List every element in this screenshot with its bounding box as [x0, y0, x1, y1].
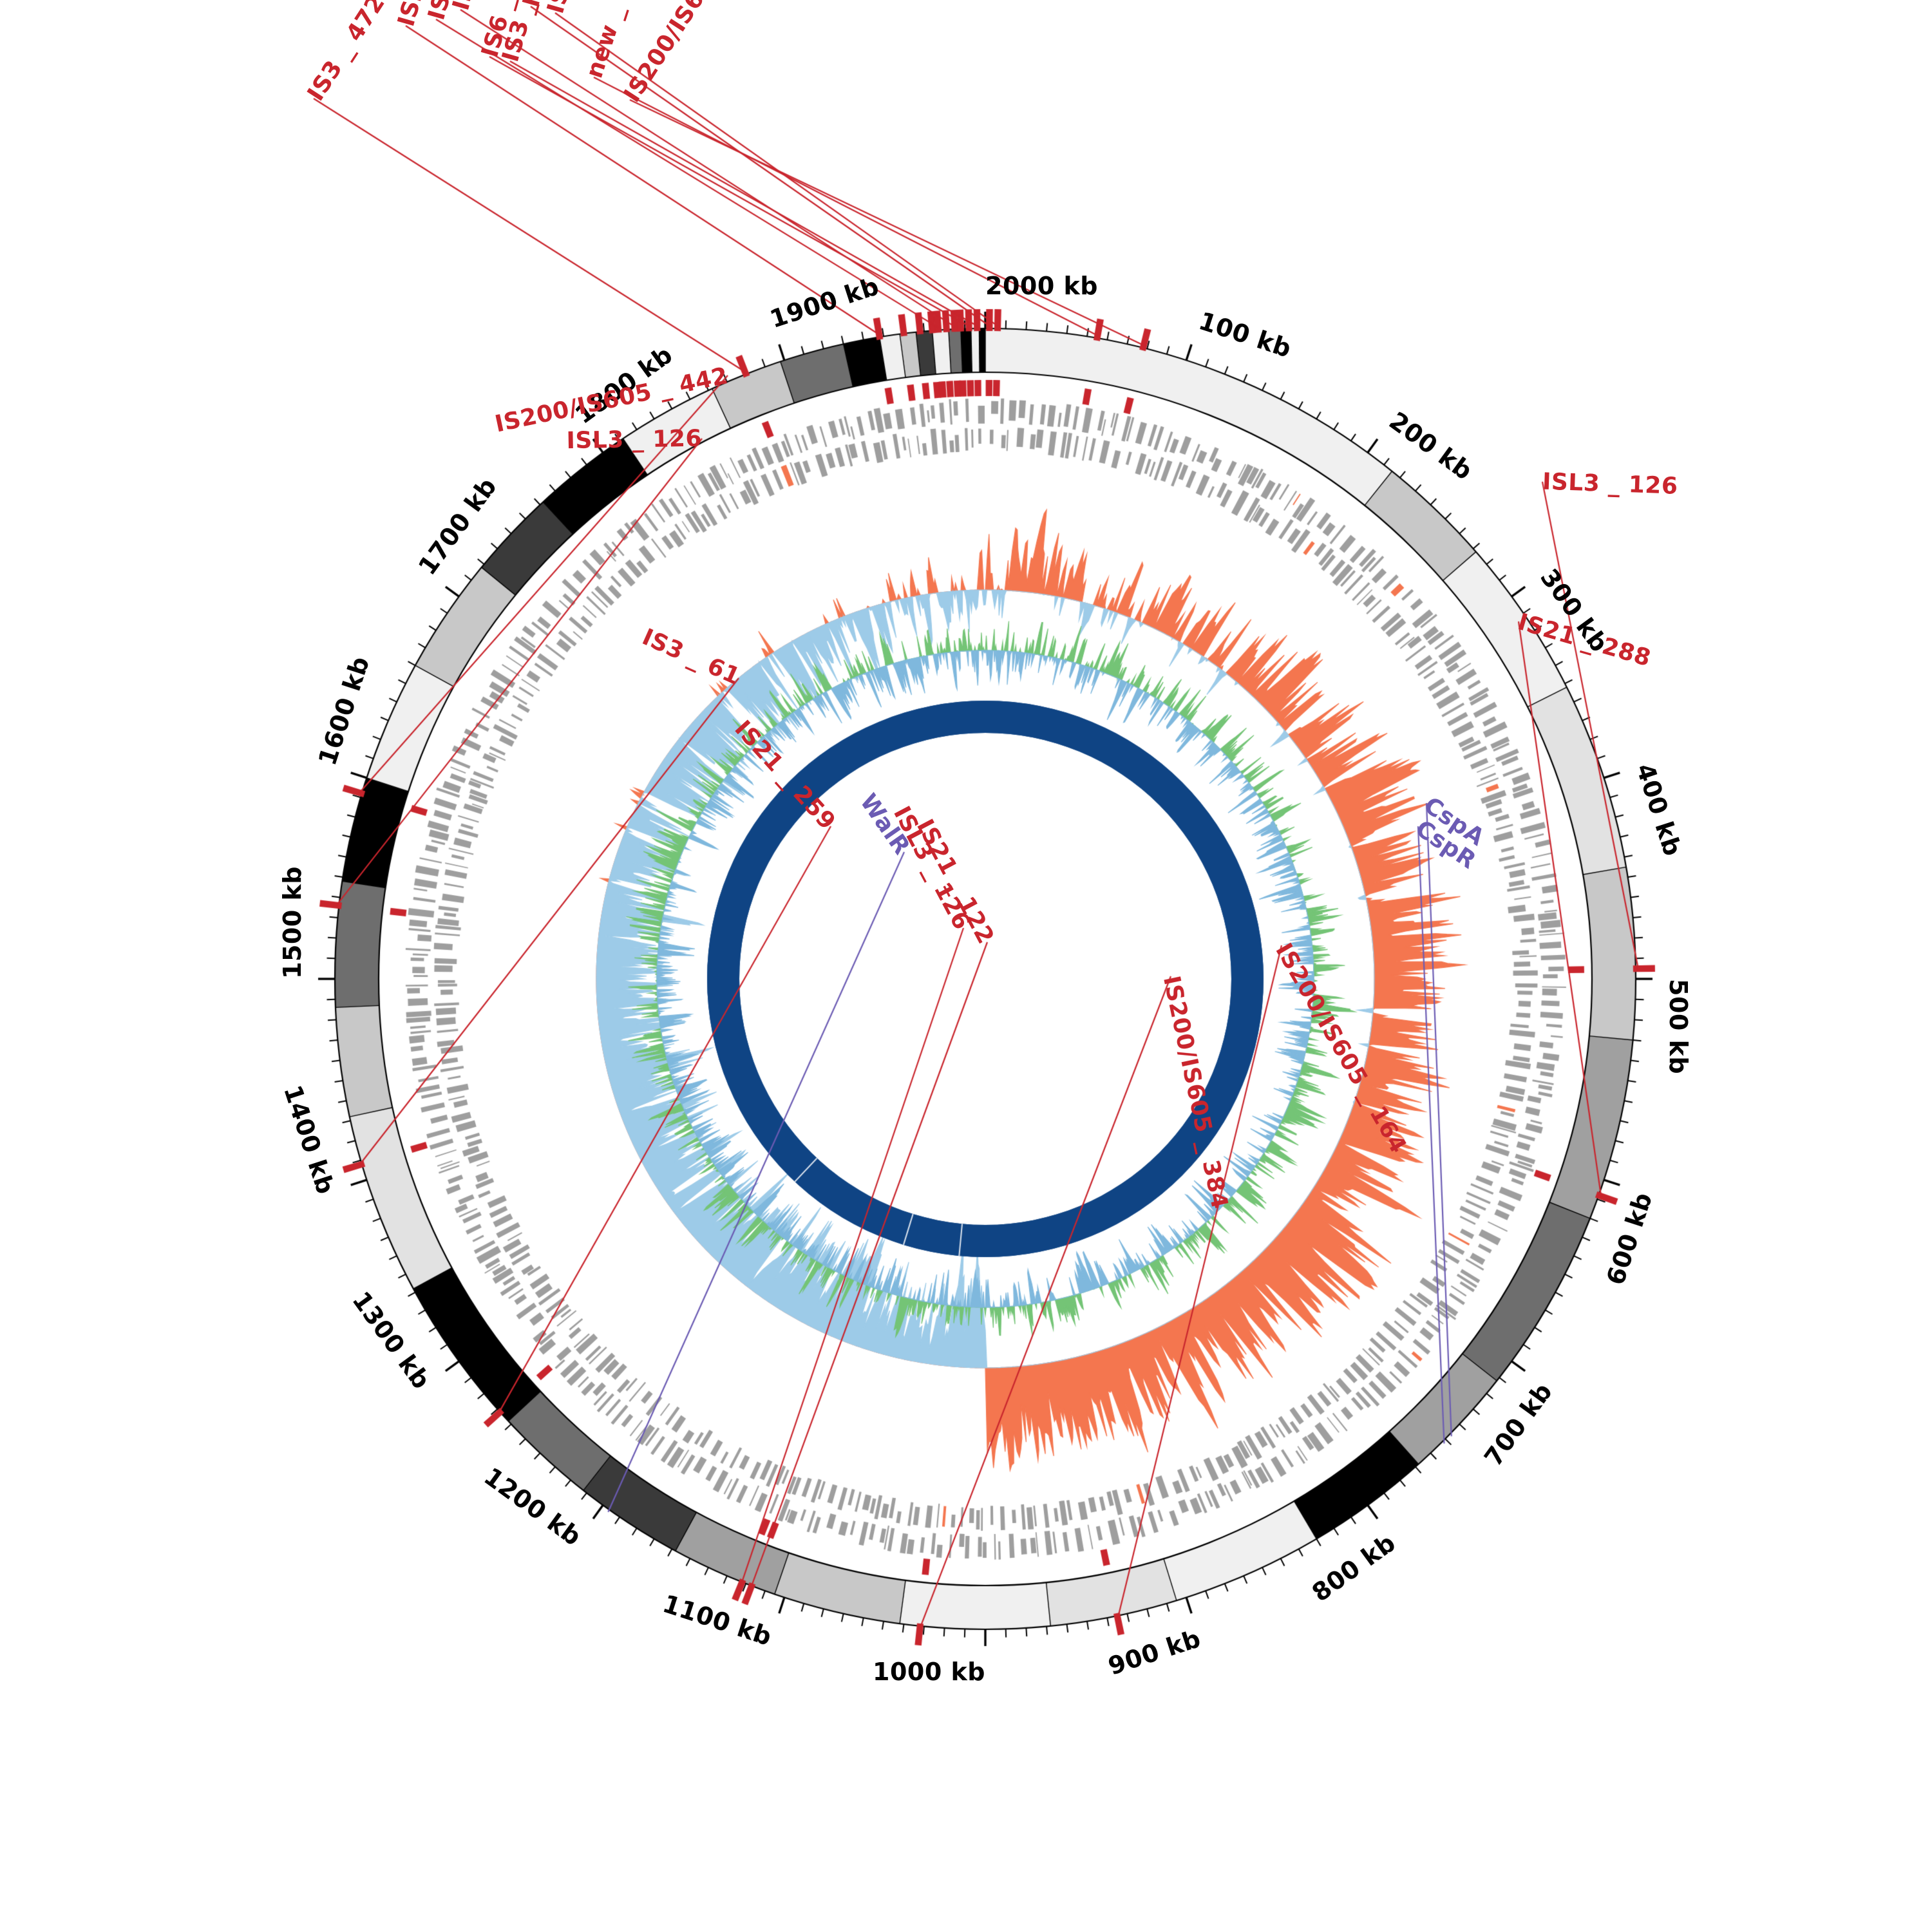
scale-tick-label-2000: 2000 kb	[985, 272, 1098, 300]
scale-tick-label-500: 500 kb	[1664, 979, 1692, 1075]
scale-tick-label-1500: 1500 kb	[278, 866, 307, 979]
is-element-label-10: ISL3 _ 126	[1542, 468, 1679, 500]
scale-tick-label-1000: 1000 kb	[873, 1658, 985, 1686]
is-element-label-18: ISL3 _ 126	[566, 425, 703, 455]
